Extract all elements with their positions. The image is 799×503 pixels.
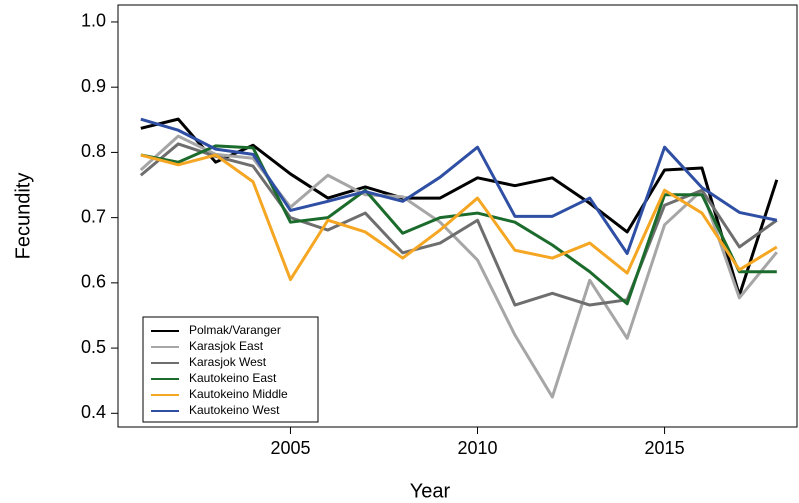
legend-label: Kautokeino East	[189, 371, 277, 385]
y-tick-label: 0.5	[81, 337, 106, 357]
series-line	[139, 142, 778, 307]
legend: Polmak/Varanger Karasjok East Karasjok Wes…	[142, 316, 319, 423]
y-tick-label: 0.7	[81, 206, 106, 226]
plot-frame	[117, 4, 798, 428]
x-tick-label: 2015	[645, 438, 685, 458]
y-tick-label: 0.6	[81, 272, 106, 292]
y-axis-label: Fecundity	[12, 173, 34, 260]
x-tick-label: 2010	[457, 438, 497, 458]
y-tick-label: 0.4	[81, 402, 106, 422]
legend-label: Kautokeino Middle	[189, 387, 288, 401]
legend-box	[142, 316, 319, 423]
y-tick-label: 0.9	[81, 76, 106, 96]
series-line	[140, 117, 778, 256]
legend-label: Karasjok East	[189, 339, 264, 353]
legend-label: Karasjok West	[189, 355, 267, 369]
legend-label: Polmak/Varanger	[189, 323, 281, 337]
series-line	[140, 153, 778, 282]
y-tick-label: 1.0	[81, 11, 106, 31]
x-axis-label: Year	[410, 480, 451, 502]
y-tick-label: 0.8	[81, 141, 106, 161]
x-tick-label: 2005	[270, 438, 310, 458]
series-line	[139, 134, 778, 399]
legend-label: Kautokeino West	[189, 403, 280, 417]
